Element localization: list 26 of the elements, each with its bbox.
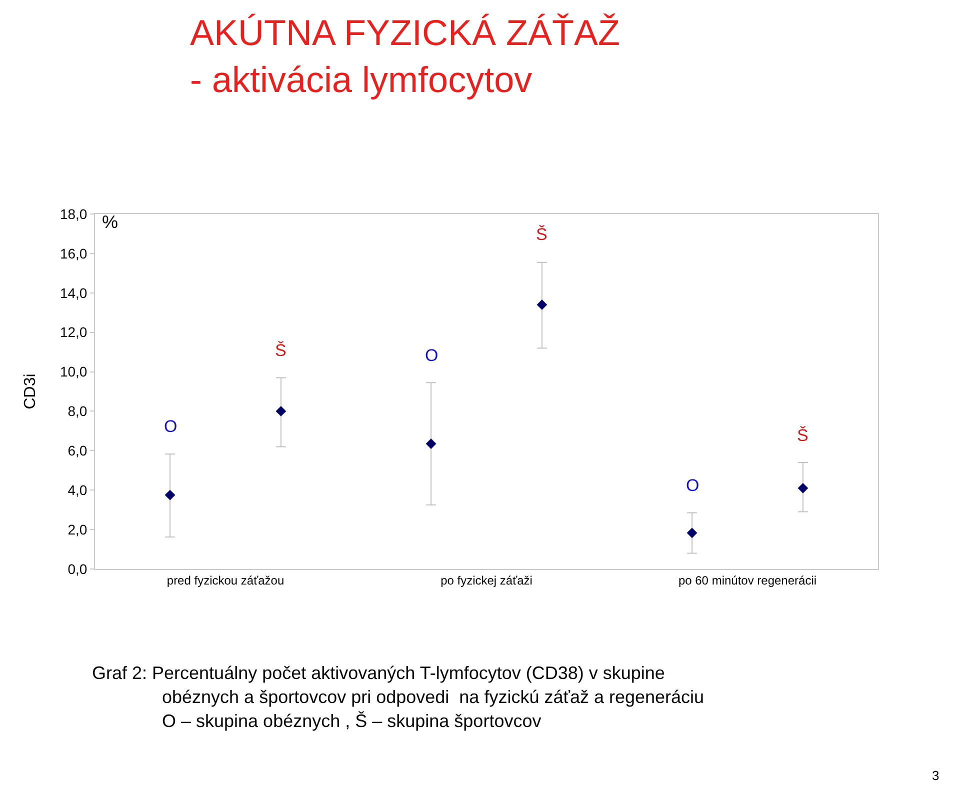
annotation: % <box>102 212 118 232</box>
y-tick-label: 2,0 <box>68 521 88 538</box>
text: O <box>164 417 178 436</box>
y-tick-label: 8,0 <box>68 403 88 420</box>
y-tick-label: 16,0 <box>60 245 88 262</box>
y-tick-label: 12,0 <box>60 324 88 340</box>
y-tick-label: 6,0 <box>68 442 88 459</box>
y-tick-label: 4,0 <box>68 482 88 498</box>
text: Š <box>536 225 548 244</box>
text: obéznych a športovcov pri odpovedi na fyzickú záťaž a regeneráciu <box>162 687 704 707</box>
x-tick-label: po fyzickej záťaži <box>440 573 532 588</box>
text: Graf 2: Percentuálny počet aktivovaných T-lymfocytov (CD38) v skupine <box>92 663 665 683</box>
x-tick-label: po 60 minútov regenerácii <box>678 573 817 588</box>
y-tick-label: 14,0 <box>60 284 88 301</box>
text: Š <box>797 426 808 445</box>
y-axis-title: CD3i <box>22 374 39 410</box>
text: Š <box>275 341 286 360</box>
x-tick-label: pred fyzickou záťažou <box>166 573 284 588</box>
chart-title: AKÚTNA FYZICKÁ ZÁŤAŽ - aktivácia lymfocytov <box>190 12 620 100</box>
text: 3 <box>932 768 940 783</box>
text: O – skupina obéznych , Š – skupina športovcov <box>162 711 542 731</box>
y-tick-label: 18,0 <box>60 206 88 222</box>
y-tick-label: 0,0 <box>68 560 88 577</box>
series-label: O <box>686 476 700 495</box>
text: O <box>425 346 438 365</box>
y-tick-label: 10,0 <box>60 364 88 380</box>
